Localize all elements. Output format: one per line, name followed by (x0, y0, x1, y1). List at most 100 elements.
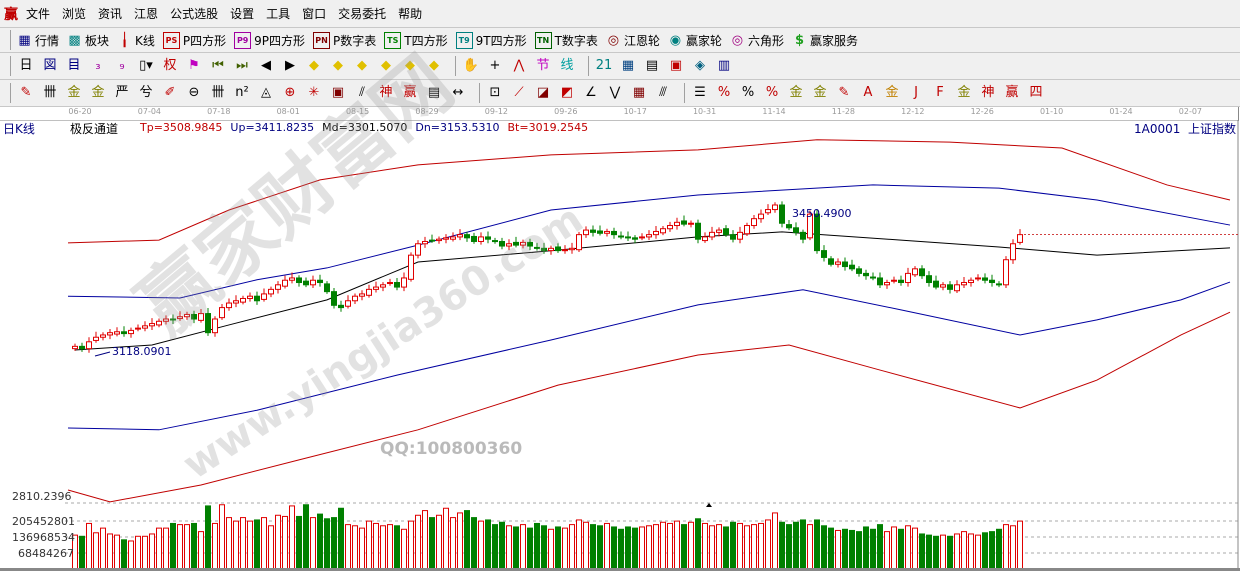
hash-icon[interactable]: 卌 (43, 85, 57, 100)
toolbar-button-p9[interactable]: P9 9P四方形 (234, 31, 305, 49)
toolbar-button-ts[interactable]: TS T四方形 (384, 31, 448, 49)
gold-angle-icon[interactable]: 金 (957, 85, 971, 100)
width-icon[interactable]: ↔ (452, 85, 464, 100)
toolbar-button-blocks[interactable]: ▩ 板块 (67, 32, 109, 49)
calculator-icon[interactable]: ▦ (621, 58, 635, 73)
date-tick: 12-12 (901, 107, 925, 116)
toolbar-button-ps[interactable]: PS P四方形 (162, 31, 226, 49)
gann-fan-icon[interactable]: ⟋ (514, 85, 524, 100)
gann-square-icon[interactable]: ◩ (560, 85, 574, 100)
percent-lines-icon[interactable]: % (765, 85, 779, 100)
menu-item[interactable]: 窗口 (302, 7, 327, 21)
toolbar-button-hexagon[interactable]: ◎ 六角形 (730, 32, 784, 49)
prev-icon[interactable]: ◀ (261, 58, 271, 73)
volume-bar (821, 525, 827, 570)
network-icon[interactable]: ◈ (695, 58, 705, 73)
menu-item[interactable]: 工具 (266, 7, 291, 21)
draw-icon[interactable]: 线 (560, 58, 574, 73)
chart9-icon[interactable]: ₉ (119, 58, 125, 73)
shift-left-icon[interactable]: ◆ (309, 58, 319, 73)
last-icon[interactable]: ⏭ (236, 58, 248, 73)
toolbar-button-gann-wheel[interactable]: ◎ 江恩轮 (606, 32, 660, 49)
book-icon[interactable]: ▤ (645, 58, 659, 73)
flag-icon[interactable]: ⚑ (188, 58, 200, 73)
volume-bar (499, 521, 505, 570)
calendar-icon[interactable]: 21 (595, 58, 613, 73)
ying-icon[interactable]: 赢 (403, 85, 417, 100)
wave-icon[interactable]: ⋁ (609, 85, 621, 100)
volume-bar (1017, 520, 1023, 570)
spiral-icon[interactable]: 兮 (139, 85, 153, 100)
gold-circle-icon[interactable]: 金 (789, 85, 803, 100)
toolbar-button-tn[interactable]: TN T数字表 (534, 31, 598, 49)
n2-icon[interactable]: n² (235, 85, 249, 100)
parallel-icon[interactable]: ⫻ (659, 85, 667, 100)
next-icon[interactable]: ▶ (285, 58, 295, 73)
ahv-icon[interactable]: A (863, 85, 873, 100)
fan-icon[interactable]: ⫽ (359, 85, 365, 100)
toolbar-button-table[interactable]: ▦ 行情 (17, 32, 59, 49)
pen-icon[interactable]: ✎ (20, 85, 32, 100)
chart3-icon[interactable]: ₃ (95, 58, 101, 73)
shen-angle-icon[interactable]: 神 (981, 85, 995, 100)
menu-item[interactable]: 资讯 (98, 7, 123, 21)
section-icon[interactable]: 节 (536, 58, 550, 73)
toolbar-button-yingjia-wheel[interactable]: ◉ 赢家轮 (668, 32, 722, 49)
lines-icon[interactable]: 严 (115, 85, 129, 100)
bars-icon[interactable]: 卌 (211, 85, 225, 100)
ruler-icon[interactable]: ▤ (427, 85, 441, 100)
print-icon[interactable]: ▥ (717, 58, 731, 73)
gold2-icon[interactable]: 金 (91, 85, 105, 100)
angle-icon[interactable]: ∠ (585, 85, 597, 100)
shrink-icon[interactable]: ◆ (429, 58, 439, 73)
arrow-pen-icon[interactable]: ✎ (838, 85, 850, 100)
square-icon[interactable]: ▣ (331, 85, 345, 100)
menu-item[interactable]: 帮助 (398, 7, 423, 21)
volume-bar (898, 528, 904, 570)
zoom-out-icon[interactable]: ◆ (381, 58, 391, 73)
percent-icon[interactable]: % (741, 85, 755, 100)
save-icon[interactable]: ▣ (669, 58, 683, 73)
bottom-scrollbar[interactable] (0, 568, 1240, 571)
zoom-in-icon[interactable]: ◆ (357, 58, 367, 73)
shift-right-icon[interactable]: ◆ (333, 58, 343, 73)
ying-angle-icon[interactable]: 赢 (1005, 85, 1019, 100)
hand-icon[interactable]: ✋ (462, 58, 480, 73)
f-angle-icon[interactable]: F (936, 85, 944, 100)
levels-icon[interactable]: ☰ (694, 85, 706, 100)
star-icon[interactable]: ✳ (308, 85, 320, 100)
window-icon[interactable]: 図 (43, 58, 57, 73)
menu-item[interactable]: 文件 (26, 7, 51, 21)
menu-item[interactable]: 交易委托 (338, 7, 387, 21)
expand-icon[interactable]: ◆ (405, 58, 415, 73)
box-icon[interactable]: ⊡ (489, 85, 501, 100)
gann-box-icon[interactable]: ◪ (536, 85, 550, 100)
percent-fan-icon[interactable]: % (717, 85, 731, 100)
gold-box-icon[interactable]: 金 (885, 85, 899, 100)
toolbar-button-kline[interactable]: ╽ K线 (117, 32, 155, 49)
grid-icon[interactable]: ▦ (632, 85, 646, 100)
brush-icon[interactable]: ✐ (164, 85, 176, 100)
line-icon[interactable]: ⋀ (513, 58, 525, 73)
toolbar-button-t9[interactable]: T9 9T四方形 (455, 31, 527, 49)
menu-item[interactable]: 江恩 (134, 7, 159, 21)
toolbar-button-pn[interactable]: PN P数字表 (313, 31, 376, 49)
gold-lines-icon[interactable]: 金 (813, 85, 827, 100)
gold1-icon[interactable]: 金 (67, 85, 81, 100)
shen-icon[interactable]: 神 (379, 85, 393, 100)
j-angle-icon[interactable]: J (914, 85, 918, 100)
target-icon[interactable]: ⊕ (284, 85, 296, 100)
crosshair-icon[interactable]: + (489, 58, 501, 73)
volume-bar (380, 525, 386, 570)
menu-item[interactable]: 浏览 (62, 7, 87, 21)
menu-item[interactable]: 设置 (230, 7, 255, 21)
triangle-icon[interactable]: ◬ (261, 85, 271, 100)
restore-icon[interactable]: 权 (163, 58, 177, 73)
candle-type-icon[interactable]: ▯▾ (139, 58, 153, 73)
notes-icon[interactable]: 目 (67, 58, 81, 73)
circle-icon[interactable]: ⊖ (188, 85, 200, 100)
first-icon[interactable]: ⏮ (212, 58, 224, 73)
menu-item[interactable]: 公式选股 (170, 7, 219, 21)
toolbar-button-dollar[interactable]: $ 赢家服务 (792, 32, 858, 49)
four-angle-icon[interactable]: 四 (1029, 85, 1043, 100)
